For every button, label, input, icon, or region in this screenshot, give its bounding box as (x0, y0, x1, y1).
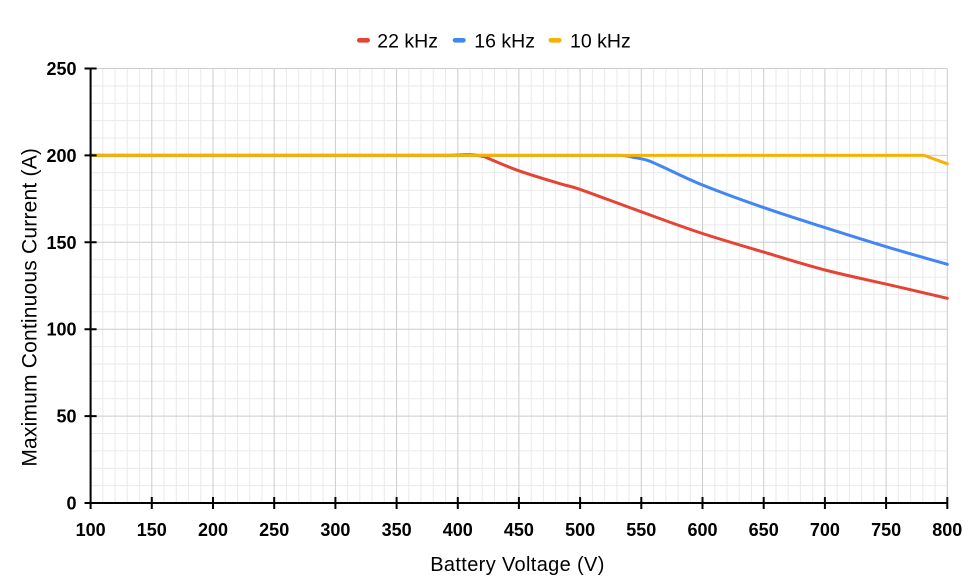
svg-text:750: 750 (871, 520, 901, 540)
svg-text:200: 200 (198, 520, 228, 540)
svg-text:50: 50 (56, 407, 76, 427)
svg-text:22 kHz: 22 kHz (377, 31, 438, 53)
svg-text:800: 800 (932, 520, 962, 540)
svg-text:16 kHz: 16 kHz (474, 31, 535, 53)
svg-text:Battery Voltage (V): Battery Voltage (V) (430, 554, 605, 576)
svg-text:10 kHz: 10 kHz (570, 31, 631, 53)
svg-text:400: 400 (443, 520, 473, 540)
svg-text:600: 600 (687, 520, 717, 540)
svg-text:450: 450 (504, 520, 534, 540)
svg-text:0: 0 (66, 494, 76, 514)
svg-text:300: 300 (320, 520, 350, 540)
svg-text:350: 350 (382, 520, 412, 540)
svg-text:100: 100 (46, 320, 76, 340)
svg-text:Maximum Continuous Current (A): Maximum Continuous Current (A) (19, 148, 42, 467)
svg-text:200: 200 (46, 146, 76, 166)
svg-text:150: 150 (46, 233, 76, 253)
svg-text:100: 100 (76, 520, 106, 540)
svg-text:250: 250 (259, 520, 289, 540)
svg-text:250: 250 (46, 59, 76, 79)
svg-text:550: 550 (626, 520, 656, 540)
svg-text:700: 700 (810, 520, 840, 540)
svg-text:150: 150 (137, 520, 167, 540)
svg-text:650: 650 (749, 520, 779, 540)
svg-text:500: 500 (565, 520, 595, 540)
